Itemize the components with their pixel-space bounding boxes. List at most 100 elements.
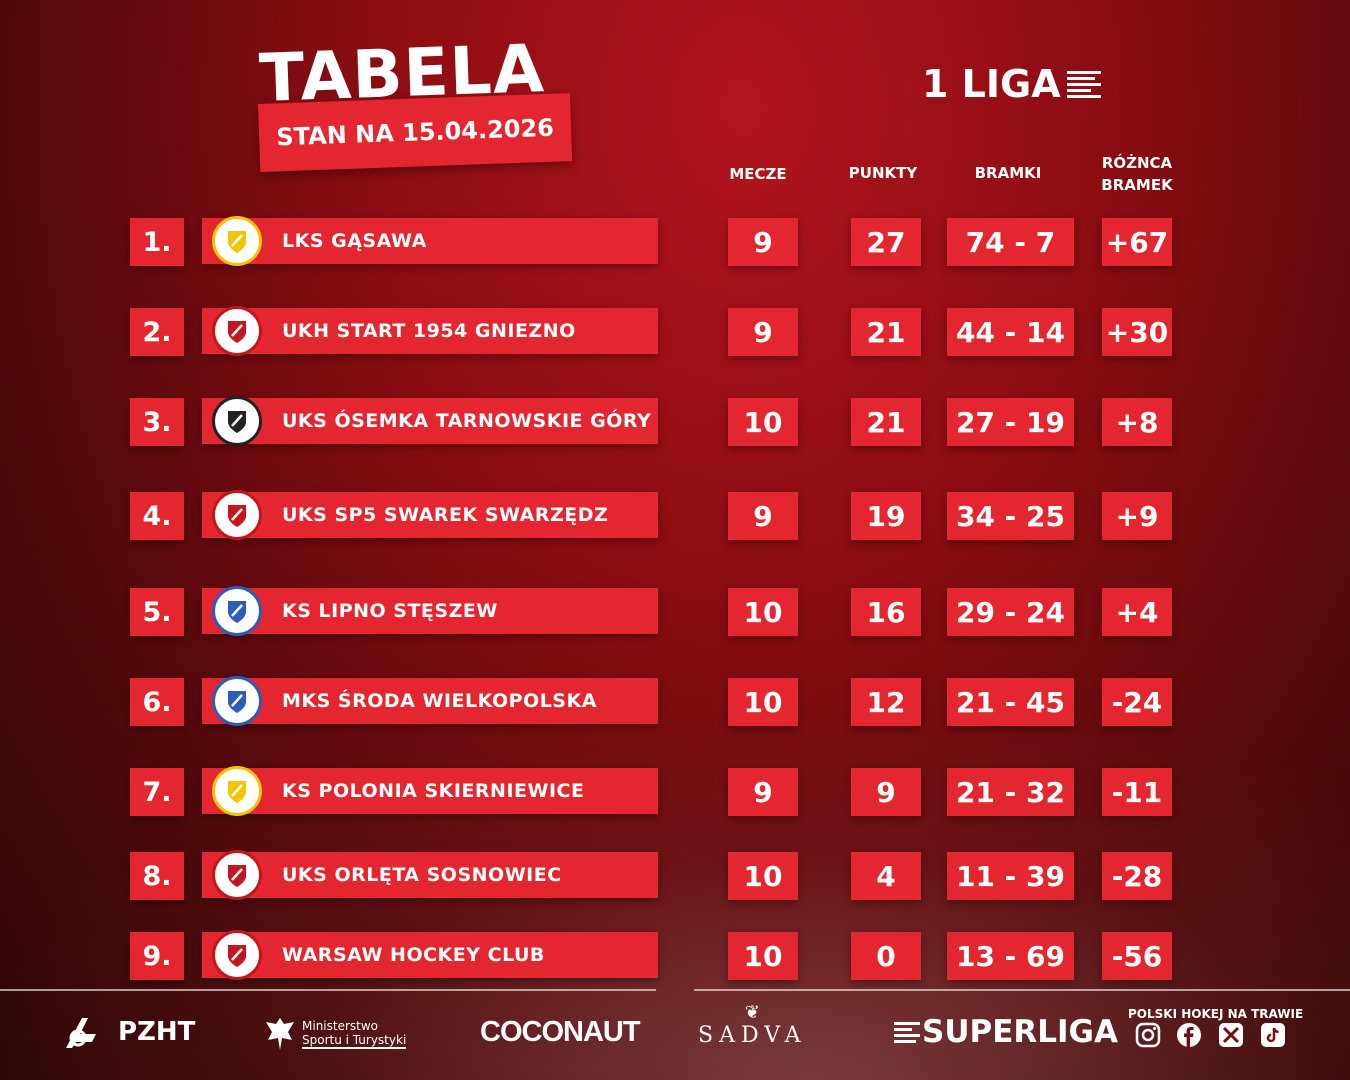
goal-diff-cell: -24 <box>1102 678 1172 726</box>
ministry-line2: Sportu i Turystyki <box>302 1033 407 1047</box>
goals-cell: 21 - 45 <box>947 678 1074 726</box>
matches-cell: 9 <box>728 218 798 266</box>
matches-cell: 9 <box>728 768 798 816</box>
team-name: WARSAW HOCKEY CLUB <box>282 944 545 966</box>
social-title: POLSKI HOKEJ NA TRAWIE <box>1128 1007 1304 1021</box>
team-cell: KS LIPNO STĘSZEW <box>202 586 658 636</box>
team-name: UKS ORLĘTA SOSNOWIEC <box>282 864 562 886</box>
goal-diff-cell: +9 <box>1102 492 1172 540</box>
column-header-matches: MECZE <box>729 165 787 183</box>
column-header-diff: RÓŻNCA BRAMEK <box>1092 152 1182 196</box>
points-cell: 9 <box>851 768 921 816</box>
matches-cell: 9 <box>728 308 798 356</box>
gasawa-crest-icon <box>212 216 262 266</box>
points-cell: 21 <box>851 398 921 446</box>
matches-cell: 10 <box>728 398 798 446</box>
matches-cell: 9 <box>728 492 798 540</box>
osemka-crest-icon <box>212 396 262 446</box>
goal-diff-cell: +30 <box>1102 308 1172 356</box>
goal-diff-cell: -56 <box>1102 932 1172 980</box>
superliga-text: SUPERLIGA <box>922 1014 1118 1050</box>
date-banner-text: STAN NA 15.04.2026 <box>275 113 555 152</box>
team-cell: UKS ÓSEMKA TARNOWSKIE GÓRY <box>202 396 658 446</box>
column-header-diff-line1: RÓŻNCA <box>1101 154 1173 172</box>
eagle-icon <box>262 1014 298 1054</box>
matches-cell: 10 <box>728 678 798 726</box>
superliga-lines-icon <box>894 1021 920 1043</box>
rank-cell: 2. <box>130 308 184 356</box>
instagram-icon[interactable] <box>1135 1022 1161 1048</box>
goal-diff-cell: +4 <box>1102 588 1172 636</box>
table-row: 1. LKS GĄSAWA 9 27 74 - 7 +67 <box>0 216 1350 266</box>
team-name: UKS ÓSEMKA TARNOWSKIE GÓRY <box>282 410 652 432</box>
sadva-logo: ❦ SADVA <box>698 1002 807 1048</box>
goal-diff-cell: -28 <box>1102 852 1172 900</box>
footer-divider-right <box>694 989 1350 991</box>
x-icon[interactable] <box>1218 1022 1244 1048</box>
orleta-crest-icon <box>212 850 262 900</box>
superliga-logo: SUPERLIGA <box>894 1014 1118 1050</box>
pzht-text: PZHT <box>118 1017 196 1047</box>
matches-cell: 10 <box>728 588 798 636</box>
facebook-icon[interactable] <box>1176 1022 1202 1048</box>
team-name: KS POLONIA SKIERNIEWICE <box>282 780 585 802</box>
rank-cell: 8. <box>130 852 184 900</box>
team-name: MKS ŚRODA WIELKOPOLSKA <box>282 690 597 712</box>
team-cell: WARSAW HOCKEY CLUB <box>202 930 658 980</box>
goals-cell: 27 - 19 <box>947 398 1074 446</box>
goal-diff-cell: -11 <box>1102 768 1172 816</box>
swarek-crest-icon <box>212 490 262 540</box>
pzht-icon <box>62 1012 106 1052</box>
points-cell: 21 <box>851 308 921 356</box>
matches-cell: 10 <box>728 852 798 900</box>
column-header-points: PUNKTY <box>848 164 918 182</box>
table-row: 9. WARSAW HOCKEY CLUB 10 0 13 - 69 -56 <box>0 930 1350 980</box>
points-cell: 19 <box>851 492 921 540</box>
ministry-logo: Ministerstwo Sportu i Turystyki <box>262 1014 407 1054</box>
goals-cell: 21 - 32 <box>947 768 1074 816</box>
table-row: 5. KS LIPNO STĘSZEW 10 16 29 - 24 +4 <box>0 586 1350 636</box>
team-cell: LKS GĄSAWA <box>202 216 658 266</box>
table-row: 2. UKH START 1954 GNIEZNO 9 21 44 - 14 +… <box>0 306 1350 356</box>
sroda-crest-icon <box>212 676 262 726</box>
team-cell: MKS ŚRODA WIELKOPOLSKA <box>202 676 658 726</box>
team-name: KS LIPNO STĘSZEW <box>282 600 498 622</box>
rank-cell: 7. <box>130 768 184 816</box>
team-name: LKS GĄSAWA <box>282 230 427 252</box>
rank-cell: 6. <box>130 678 184 726</box>
rank-cell: 4. <box>130 492 184 540</box>
points-cell: 27 <box>851 218 921 266</box>
tiktok-icon[interactable] <box>1260 1022 1286 1048</box>
goal-diff-cell: +67 <box>1102 218 1172 266</box>
table-row: 3. UKS ÓSEMKA TARNOWSKIE GÓRY 10 21 27 -… <box>0 396 1350 446</box>
rank-cell: 9. <box>130 932 184 980</box>
goals-cell: 29 - 24 <box>947 588 1074 636</box>
coconaut-logo: COCONAUT <box>480 1016 641 1049</box>
team-cell: UKS ORLĘTA SOSNOWIEC <box>202 850 658 900</box>
pzht-logo: PZHT <box>62 1012 195 1052</box>
rank-cell: 5. <box>130 588 184 636</box>
points-cell: 12 <box>851 678 921 726</box>
leaf-icon: ❦ <box>744 1002 760 1023</box>
ministry-line1: Ministerstwo <box>302 1019 379 1033</box>
league-logo-text: 1 LIGA <box>922 62 1061 106</box>
team-cell: UKS SP5 SWAREK SWARZĘDZ <box>202 490 658 540</box>
goals-cell: 74 - 7 <box>947 218 1074 266</box>
rank-cell: 3. <box>130 398 184 446</box>
lipno-crest-icon <box>212 586 262 636</box>
start-gniezno-crest-icon <box>212 306 262 356</box>
table-row: 7. KS POLONIA SKIERNIEWICE 9 9 21 - 32 -… <box>0 766 1350 816</box>
matches-cell: 10 <box>728 932 798 980</box>
goals-cell: 13 - 69 <box>947 932 1074 980</box>
points-cell: 4 <box>851 852 921 900</box>
warsaw-crest-icon <box>212 930 262 980</box>
goals-cell: 11 - 39 <box>947 852 1074 900</box>
footer-divider-left <box>0 989 656 991</box>
polonia-crest-icon <box>212 766 262 816</box>
goals-cell: 44 - 14 <box>947 308 1074 356</box>
ministry-text: Ministerstwo Sportu i Turystyki <box>302 1019 407 1049</box>
points-cell: 0 <box>851 932 921 980</box>
points-cell: 16 <box>851 588 921 636</box>
team-name: UKH START 1954 GNIEZNO <box>282 320 576 342</box>
coconaut-text: COCONAUT <box>480 1016 641 1048</box>
